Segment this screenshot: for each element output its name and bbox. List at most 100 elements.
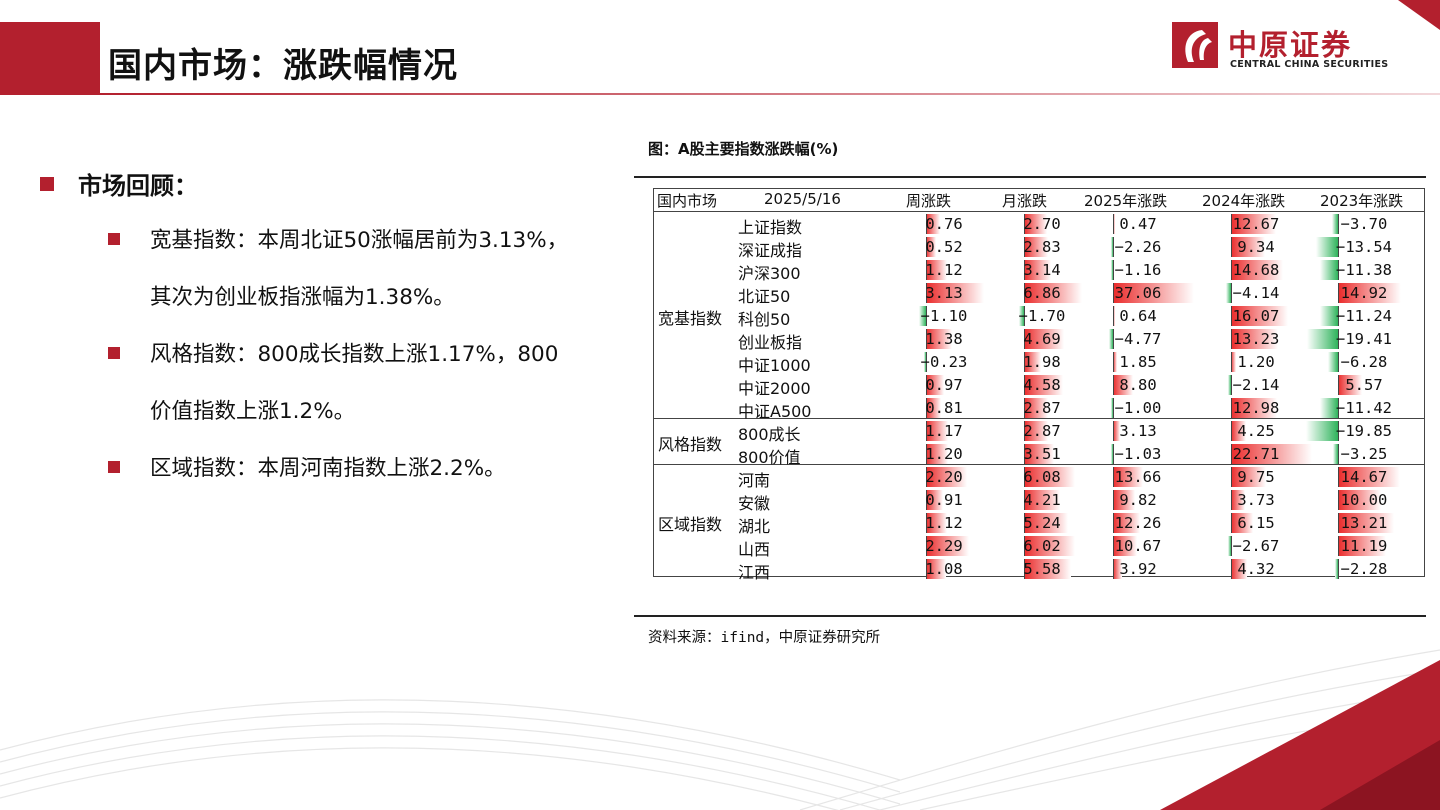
zero-axis — [926, 237, 928, 257]
value-label: 9.75 — [1237, 468, 1275, 486]
value-cell: 1.12 — [904, 513, 984, 533]
negative-bar — [1306, 329, 1339, 349]
row-name: 中证2000 — [738, 379, 811, 398]
value-cell: 3.13 — [904, 283, 984, 303]
value-cell: −2.14 — [1200, 375, 1312, 395]
positive-bar — [1024, 536, 1075, 556]
positive-bar — [1338, 375, 1362, 395]
value-label: 0.47 — [1119, 215, 1157, 233]
value-label: 2.20 — [925, 468, 963, 486]
value-label: 6.02 — [1023, 537, 1061, 555]
row-name: 上证指数 — [738, 218, 803, 237]
zero-axis — [1113, 444, 1115, 464]
zero-axis — [1113, 306, 1115, 326]
value-label: 1.85 — [1119, 353, 1157, 371]
positive-bar — [926, 490, 944, 510]
value-label: −2.14 — [1232, 376, 1280, 394]
value-cell: 13.21 — [1306, 513, 1422, 533]
zero-axis — [926, 260, 928, 280]
value-cell: 12.26 — [1082, 513, 1194, 533]
zero-axis — [1338, 398, 1340, 418]
value-label: −2.26 — [1114, 238, 1162, 256]
negative-bar — [1225, 283, 1232, 303]
negative-bar — [1316, 237, 1339, 257]
value-label: −19.41 — [1336, 330, 1392, 348]
zero-axis — [926, 536, 928, 556]
row-name: 湖北 — [738, 517, 771, 536]
zero-axis — [1338, 444, 1340, 464]
zero-axis — [1113, 467, 1115, 487]
bottom-wave-decoration — [0, 649, 1440, 810]
negative-bar — [1111, 398, 1114, 418]
negative-bar — [1333, 444, 1339, 464]
zero-axis — [1024, 214, 1026, 234]
header-divider — [654, 211, 1424, 212]
market-review-heading: 市场回顾： — [40, 166, 198, 201]
index-change-table: 国内市场 2025/5/16 周涨跌 月涨跌 2025年涨跌 2024年涨跌 2… — [653, 188, 1425, 582]
value-label: 4.21 — [1023, 491, 1061, 509]
value-label: −3.70 — [1340, 215, 1388, 233]
positive-bar — [1113, 559, 1122, 579]
value-label: 13.21 — [1340, 514, 1388, 532]
column-header: 2025年涨跌 — [1084, 192, 1168, 210]
bullet-line: 价值指数上涨1.2%。 — [150, 399, 356, 424]
positive-bar — [926, 421, 948, 441]
value-label: 3.73 — [1237, 491, 1275, 509]
title-underline — [100, 93, 1440, 95]
zero-axis — [1338, 421, 1340, 441]
zero-axis — [1338, 329, 1340, 349]
group-label: 宽基指数 — [658, 309, 723, 328]
value-cell: 6.02 — [1002, 536, 1082, 556]
zero-axis — [1231, 467, 1233, 487]
value-label: 1.12 — [925, 261, 963, 279]
value-cell: −4.14 — [1200, 283, 1312, 303]
value-cell: 5.57 — [1306, 375, 1422, 395]
value-label: 12.98 — [1232, 399, 1280, 417]
bullet-line: 风格指数：800成长指数上涨1.17%，800 — [150, 342, 559, 367]
value-label: 6.15 — [1237, 514, 1275, 532]
value-label: −1.70 — [1018, 307, 1066, 325]
row-name: 800价值 — [738, 448, 801, 467]
positive-bar — [926, 536, 969, 556]
value-cell: 11.19 — [1306, 536, 1422, 556]
value-cell: 0.76 — [904, 214, 984, 234]
zero-axis — [1231, 214, 1233, 234]
zero-axis — [926, 214, 928, 234]
value-cell: 8.80 — [1082, 375, 1194, 395]
zero-axis — [1231, 306, 1233, 326]
zero-axis — [1338, 467, 1340, 487]
positive-bar — [1113, 352, 1118, 372]
row-name: 800成长 — [738, 425, 801, 444]
positive-bar — [926, 398, 942, 418]
zero-axis — [1231, 260, 1233, 280]
zero-axis — [1113, 490, 1115, 510]
logo-english-name: CENTRAL CHINA SECURITIES — [1230, 59, 1389, 70]
value-label: −11.38 — [1336, 261, 1392, 279]
zero-axis — [1231, 559, 1233, 579]
value-label: 14.67 — [1340, 468, 1388, 486]
value-label: 6.08 — [1023, 468, 1061, 486]
value-cell: 9.82 — [1082, 490, 1194, 510]
value-label: −2.28 — [1340, 560, 1388, 578]
zero-axis — [1231, 444, 1233, 464]
bullet-broad-index: 宽基指数：本周北证50涨幅居前为3.13%， 其次为创业板指涨幅为1.38%。 — [108, 212, 608, 326]
value-label: 0.76 — [925, 215, 963, 233]
zero-axis — [1338, 237, 1340, 257]
value-cell: −6.28 — [1306, 352, 1422, 372]
positive-bar — [1231, 513, 1254, 533]
value-cell: −2.67 — [1200, 536, 1312, 556]
value-cell: 0.64 — [1082, 306, 1194, 326]
value-label: −4.77 — [1114, 330, 1162, 348]
value-label: 9.82 — [1119, 491, 1157, 509]
zero-axis — [1338, 559, 1340, 579]
positive-bar — [1113, 375, 1133, 395]
value-label: 12.67 — [1232, 215, 1280, 233]
value-cell: 2.20 — [904, 467, 984, 487]
value-label: 4.32 — [1237, 560, 1275, 578]
value-label: 3.51 — [1023, 445, 1061, 463]
value-cell: 2.87 — [1002, 421, 1082, 441]
value-cell: 1.98 — [1002, 352, 1082, 372]
value-label: 1.08 — [925, 560, 963, 578]
value-cell: −1.03 — [1082, 444, 1194, 464]
value-cell: −4.77 — [1082, 329, 1194, 349]
